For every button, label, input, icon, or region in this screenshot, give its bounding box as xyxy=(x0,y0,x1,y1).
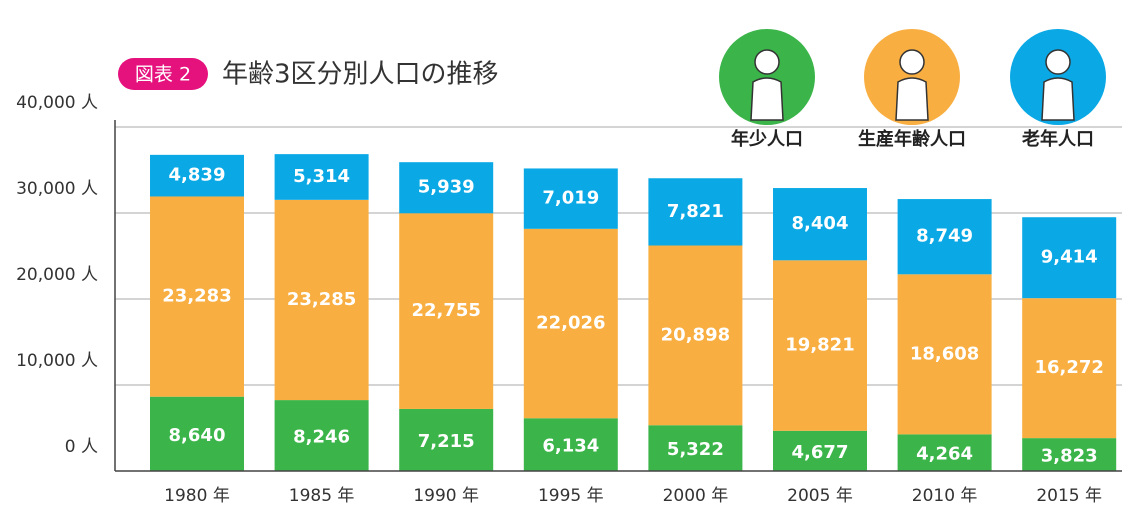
value-label: 5,314 xyxy=(293,166,350,187)
value-label: 23,283 xyxy=(162,286,231,307)
value-label: 16,272 xyxy=(1034,357,1103,378)
value-label: 3,823 xyxy=(1041,446,1098,467)
value-label: 7,215 xyxy=(418,431,475,452)
value-label: 7,019 xyxy=(542,188,599,209)
value-label: 8,404 xyxy=(792,213,849,234)
value-label: 8,749 xyxy=(916,226,973,247)
y-tick-label: 40,000 人 xyxy=(16,93,98,113)
legend-label: 年少人口 xyxy=(731,128,803,150)
value-label: 6,134 xyxy=(542,436,599,457)
x-tick-label: 2015 年 xyxy=(1036,486,1102,506)
legend-figure-body xyxy=(751,78,783,120)
legend-label: 老年人口 xyxy=(1022,128,1094,150)
legend-figure-head xyxy=(900,50,924,74)
value-label: 22,026 xyxy=(536,313,605,334)
value-label: 8,640 xyxy=(169,425,226,446)
value-label: 20,898 xyxy=(661,324,730,345)
legend-figure-head xyxy=(755,50,779,74)
value-label: 4,677 xyxy=(792,442,849,463)
value-label: 4,839 xyxy=(169,165,226,186)
bars: 8,640 23,283 4,839 8,246 23,285 5,314 7,215 22,… xyxy=(150,154,1116,471)
legend-label: 生産年齢人口 xyxy=(858,128,966,150)
value-label: 4,264 xyxy=(916,444,973,465)
chart: 図表 2 年齢3区分別人口の推移 8,640 23,283 4,839 8,246 23… xyxy=(0,0,1142,506)
legend-figure-body xyxy=(1042,78,1074,120)
chart-title: 年齢3区分別人口の推移 xyxy=(222,60,499,90)
value-label: 19,821 xyxy=(785,335,854,356)
value-label: 8,246 xyxy=(293,427,350,448)
x-tick-label: 1995 年 xyxy=(538,486,604,506)
value-label: 7,821 xyxy=(667,201,724,222)
x-tick-label: 2010 年 xyxy=(912,486,978,506)
figure-label: 図表 2 xyxy=(135,64,191,86)
x-tick-label: 2000 年 xyxy=(663,486,729,506)
legend-figure-body xyxy=(896,78,928,120)
x-tick-label: 2005 年 xyxy=(787,486,853,506)
value-label: 18,608 xyxy=(910,343,979,364)
value-label: 9,414 xyxy=(1041,247,1098,268)
page: {"chart_data": {"type": "bar", "stacked"… xyxy=(0,0,1142,506)
x-tick-label: 1990 年 xyxy=(413,486,479,506)
y-tick-label: 10,000 人 xyxy=(16,351,98,371)
y-tick-label: 0 人 xyxy=(65,437,98,457)
x-tick-label: 1985 年 xyxy=(289,486,355,506)
value-label: 5,322 xyxy=(667,439,724,460)
legend: 年少人口 生産年齢人口 老年人口 xyxy=(719,29,1106,150)
value-label: 5,939 xyxy=(418,177,475,198)
y-tick-label: 30,000 人 xyxy=(16,179,98,199)
legend-figure-head xyxy=(1046,50,1070,74)
value-label: 22,755 xyxy=(411,300,480,321)
x-tick-label: 1980 年 xyxy=(164,486,230,506)
value-label: 23,285 xyxy=(287,289,356,310)
y-tick-label: 20,000 人 xyxy=(16,265,98,285)
